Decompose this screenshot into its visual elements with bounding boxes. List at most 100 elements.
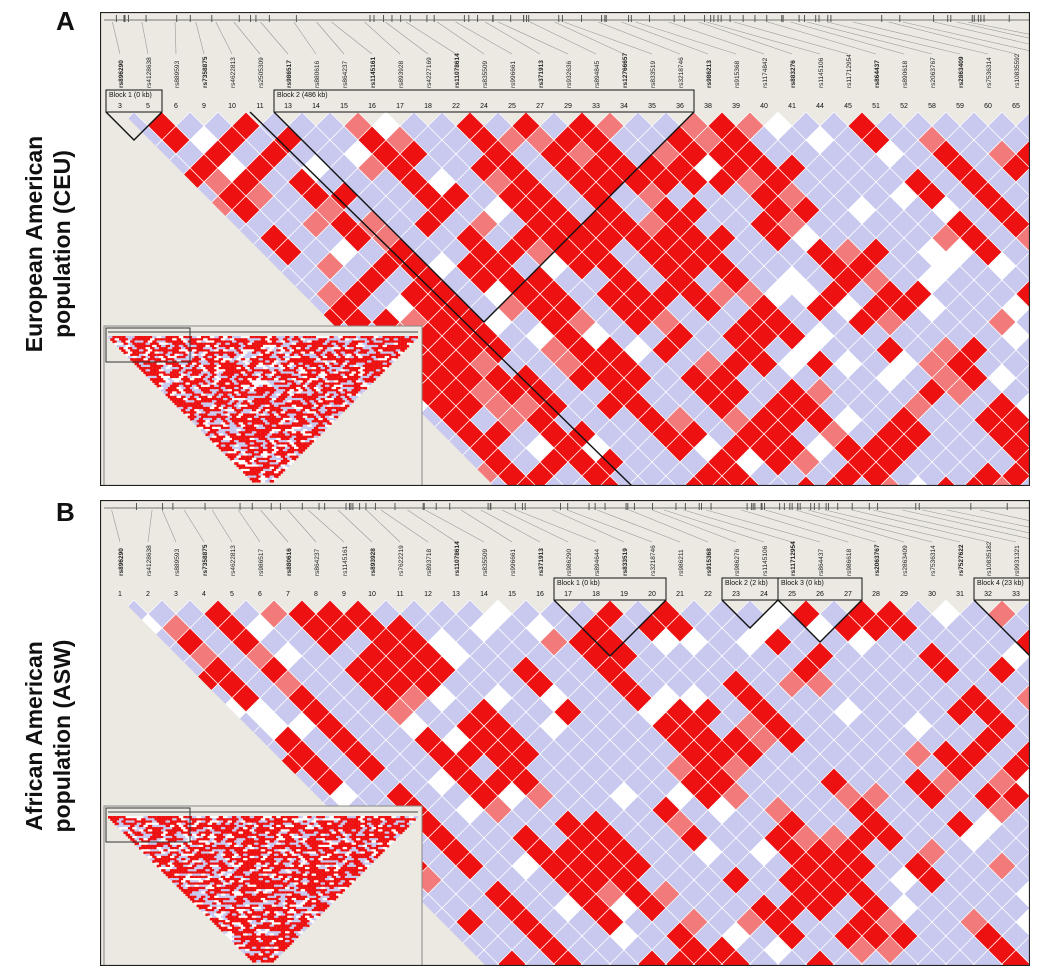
panel-a-marker-number: 36	[676, 103, 684, 110]
panel-b-snp-id: rs4128638	[146, 545, 153, 576]
panel-b-ld-cell	[1015, 627, 1030, 657]
panel-a-snp-id: rs2863409	[958, 56, 965, 88]
panel-a-marker-numbers: 3 5 6 9 10 11 13 14 15 16 17 18 22 24 25 27 29 33 34 35 36 38…	[118, 103, 1020, 110]
panel-b-snp-id: rs835509	[482, 549, 489, 576]
panel-a-ld-heatmap: rs896290 rs4128638 rs889593 rs7358875 rs4622…	[100, 12, 1030, 486]
panel-b-position-ruler	[104, 503, 1030, 543]
panel-b-block-label: Block 2 (2 kb)	[725, 580, 768, 587]
panel-a-marker-number: 33	[592, 103, 600, 110]
panel-a-snp-id: rs896290	[118, 60, 125, 88]
panel-a-snp-id: rs4622813	[230, 57, 237, 88]
panel-b-ld-cell	[1015, 683, 1030, 713]
panel-b-ld-cell	[1015, 655, 1030, 685]
panel-b-snp-id: rs3218746	[650, 545, 657, 576]
panel-b-marker-number: 14	[480, 591, 488, 598]
panel-a-label-line2: population (CEU)	[49, 150, 75, 338]
panel-b-ld-heatmap: rs896290 rs4128638 rs889593 rs7358875 rs4622…	[100, 500, 1030, 966]
panel-a-block-label: Block 2 (486 kb)	[277, 92, 328, 99]
panel-a-marker-number: 39	[732, 103, 740, 110]
panel-a-marker-number: 5	[146, 103, 150, 110]
panel-a-snp-id: rs986517	[286, 60, 293, 88]
panel-a-snp-id: rs7358875	[202, 56, 209, 88]
panel-b-snp-id: rs880616	[286, 548, 293, 576]
panel-a-ld-cell	[1015, 419, 1030, 449]
panel-b-marker-number: 30	[928, 591, 936, 598]
panel-a-snp-id: rs1145106	[818, 57, 825, 88]
panel-b-marker-number: 5	[230, 591, 234, 598]
panel-b-block-label: Block 4 (23 kb)	[977, 580, 1024, 587]
panel-b-snp-id: rs10835182	[986, 541, 993, 576]
panel-b-marker-number: 23	[732, 591, 740, 598]
panel-a-marker-number: 17	[396, 103, 404, 110]
panel-b-snp-id: rs893928	[370, 548, 377, 576]
panel-a-snp-id: rs932636	[566, 61, 573, 88]
panel-b-marker-number: 29	[900, 591, 908, 598]
panel-a-ld-cell	[1015, 111, 1030, 141]
panel-a-overview-inset	[103, 325, 423, 486]
panel-b-ld-cell	[1015, 879, 1030, 909]
panel-b-snp-id: rs11712954	[790, 541, 797, 576]
panel-a-snp-labels: rs896290 rs4128638 rs889593 rs7358875 rs4622…	[118, 53, 1021, 88]
panel-b-marker-number: 8	[314, 591, 318, 598]
panel-a-ld-cell	[1015, 223, 1030, 253]
panel-b-ld-cell	[1015, 935, 1030, 965]
panel-a-marker-number: 40	[760, 103, 768, 110]
panel-b-snp-id: rs986618	[846, 549, 853, 576]
panel-a-marker-number: 10	[228, 103, 236, 110]
panel-b-snp-id: rs7536314	[930, 545, 937, 576]
panel-b-marker-number: 6	[258, 591, 262, 598]
panel-b-marker-numbers: 1 2 3 4 5 6 7 8 9 10 11 12 13 14 15 16 17 18 19 20 21 22 23 24 2…	[118, 591, 1020, 598]
panel-b-snp-id: rs11078614	[454, 541, 461, 576]
panel-b-marker-number: 3	[174, 591, 178, 598]
panel-b-marker-number: 18	[592, 591, 600, 598]
panel-b-ld-cell	[1015, 711, 1030, 741]
panel-a-marker-number: 24	[480, 103, 488, 110]
panel-a-marker-number: 29	[564, 103, 572, 110]
panel-a-snp-id: rs10835592	[1014, 53, 1021, 88]
panel-a-marker-number: 58	[928, 103, 936, 110]
panel-b-snp-id: rs7622219	[398, 545, 405, 576]
panel-b-snp-id: rs2063767	[874, 544, 881, 576]
panel-a-snp-id: rs890618	[902, 61, 909, 88]
panel-b-snp-id: rs833519	[622, 548, 629, 576]
panel-b-snp-id: rs893718	[426, 549, 433, 576]
panel-a-marker-number: 16	[368, 103, 376, 110]
panel-b-marker-number: 11	[396, 591, 403, 598]
panel-a-snp-id: rs4227169	[426, 57, 433, 88]
panel-a-snp-id: rs880616	[314, 61, 321, 88]
panel-b-marker-number: 12	[424, 591, 432, 598]
panel-a-marker-number: 3	[118, 103, 122, 110]
panel-a-snp-id: rs894845	[594, 61, 601, 88]
panel-b-population-label: African American population (ASW)	[20, 596, 76, 876]
panel-a-snp-id: rs7536314	[986, 57, 993, 88]
panel-a-block-label: Block 1 (0 kb)	[109, 92, 152, 99]
panel-a-label-line1: European American	[21, 135, 47, 353]
panel-a-snp-id: rs996661	[510, 61, 517, 88]
panel-a-marker-number: 38	[704, 103, 712, 110]
panel-a-marker-number: 41	[788, 103, 796, 110]
panel-b-marker-number: 19	[620, 591, 628, 598]
panel-b-block-label: Block 1 (0 kb)	[557, 580, 600, 587]
panel-b-ld-cell	[1015, 851, 1030, 881]
panel-b-letter: B	[56, 497, 75, 527]
panel-a-marker-number: 18	[424, 103, 432, 110]
panel-b-snp-id: rs4622813	[230, 545, 237, 576]
panel-a-snp-id: rs371913	[538, 60, 545, 88]
panel-b-snp-id: rs889593	[174, 549, 181, 576]
panel-a-snp-id: rs835509	[482, 61, 489, 88]
panel-a-snp-id: rs11078614	[454, 53, 461, 88]
panel-a-inset-zoom-box	[105, 327, 191, 363]
panel-b-snp-id: rs896290	[118, 548, 125, 576]
panel-a-snp-id: rs1145161	[370, 57, 377, 88]
panel-b-ld-cell	[1015, 823, 1030, 853]
panel-b-snp-id: rs986290	[566, 549, 573, 576]
panel-a-ld-cell	[1015, 279, 1030, 309]
panel-a-marker-number: 45	[844, 103, 852, 110]
panel-a-ld-cell	[1015, 139, 1030, 169]
panel-a-marker-number: 9	[202, 103, 206, 110]
panel-b-haplotype-blocks: Block 1 (0 kb) Block 2 (2 kb) Block 3 (0 k…	[553, 577, 1030, 657]
panel-b-marker-number: 13	[452, 591, 460, 598]
panel-a-marker-number: 14	[312, 103, 320, 110]
panel-b-inset-zoom-box	[105, 807, 191, 843]
panel-b-marker-number: 24	[760, 591, 768, 598]
